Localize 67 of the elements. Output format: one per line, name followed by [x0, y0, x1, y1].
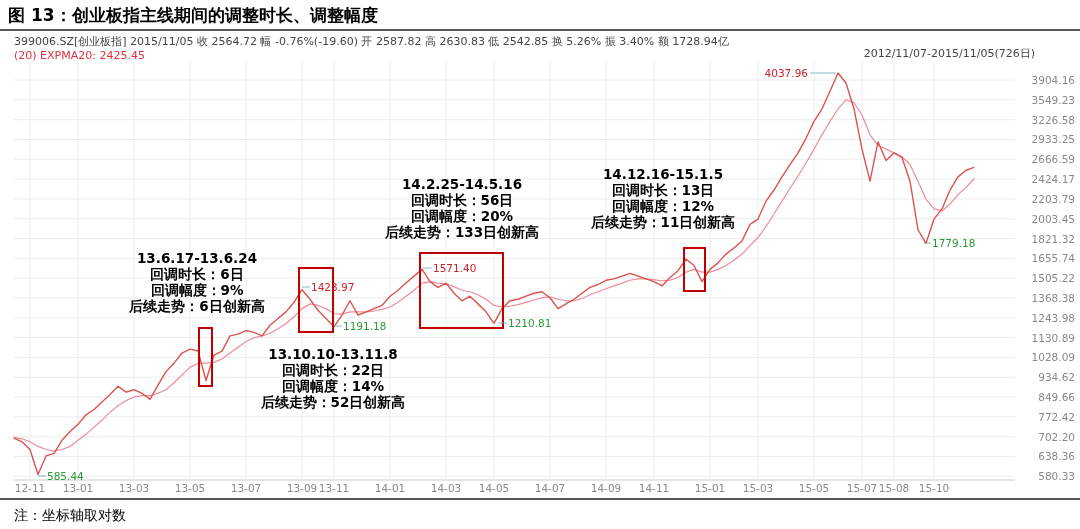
annotation: 回调时长：13日	[611, 182, 715, 198]
y-tick-label: 849.66	[1038, 391, 1076, 404]
annotation: 后续走势：6日创新高	[128, 298, 265, 314]
annotation: 回调幅度：14%	[281, 378, 385, 394]
x-tick-label: 15-10	[918, 482, 950, 494]
x-tick-label: 14-05	[478, 482, 510, 494]
x-tick-label: 14-03	[430, 482, 462, 494]
annotation: 1210.81	[508, 317, 552, 329]
text: 2012/11/07-2015/11/05(726日)	[863, 47, 1035, 60]
y-tick-label: 580.33	[1038, 470, 1075, 483]
annotation: 后续走势：52日创新高	[259, 394, 406, 410]
x-tick-label: 15-08	[878, 482, 910, 494]
annotation: 1571.40	[433, 262, 477, 274]
annotation: 14.12.16-15.1.5	[602, 166, 724, 182]
y-tick-label: 1505.22	[1031, 272, 1075, 285]
annotation: 后续走势：11日创新高	[589, 214, 736, 230]
annotation: 14.2.25-14.5.16	[401, 176, 523, 192]
annotation: 回调时长：22日	[281, 362, 385, 378]
y-tick-label: 1130.89	[1031, 331, 1075, 344]
x-tick-label: 15-01	[694, 482, 726, 494]
annotation: 回调时长：56日	[410, 192, 514, 208]
y-tick-label: 2203.79	[1031, 192, 1075, 205]
annotation: 回调幅度：12%	[611, 198, 715, 214]
chart-title: 图 13：创业板指主线期间的调整时长、调整幅度	[8, 5, 378, 25]
x-tick-label: 14-09	[590, 482, 622, 494]
x-tick-label: 13-11	[318, 482, 350, 494]
y-tick-label: 3904.16	[1031, 74, 1076, 87]
x-tick-label: 13-03	[118, 482, 150, 494]
annotation: 回调幅度：20%	[410, 208, 514, 224]
annotation: 4037.96	[764, 67, 809, 79]
x-tick-label: 14-07	[534, 482, 566, 494]
text: 注：坐标轴取对数	[14, 507, 126, 523]
x-tick-label: 15-07	[846, 482, 878, 494]
y-tick-label: 2424.17	[1031, 173, 1075, 186]
text: (20) EXPMA20: 2425.45	[14, 49, 145, 62]
y-tick-label: 1243.98	[1031, 311, 1075, 324]
y-tick-label: 1655.74	[1031, 252, 1076, 265]
x-tick-label: 13-01	[62, 482, 94, 494]
y-tick-label: 1368.38	[1031, 291, 1075, 304]
x-tick-label: 13-09	[286, 482, 318, 494]
annotation: 1191.18	[343, 320, 387, 332]
annotation: 1779.18	[932, 237, 976, 249]
x-tick-label: 15-03	[742, 482, 774, 494]
x-tick-label: 15-05	[798, 482, 830, 494]
x-tick-label: 14-01	[374, 482, 406, 494]
annotation: 后续走势：133日创新高	[383, 224, 540, 240]
x-tick-label: 14-11	[638, 482, 670, 494]
y-tick-label: 1028.09	[1031, 351, 1075, 364]
text: 399006.SZ[创业板指] 2015/11/05 收 2564.72 幅 -0.76%(-19.60) 开 2587.82 高 2630.83 低 2542.85 换 5.26% 振 3.40% 额 1728.94亿	[14, 35, 729, 48]
annotation: 回调幅度：9%	[150, 282, 244, 298]
x-tick-label: 13-07	[230, 482, 262, 494]
y-tick-label: 934.62	[1038, 371, 1075, 384]
annotation: 13.6.17-13.6.24	[136, 250, 258, 266]
y-tick-label: 772.42	[1038, 410, 1075, 423]
y-tick-label: 1821.32	[1031, 232, 1075, 245]
annotation: 585.44	[47, 470, 85, 482]
y-tick-label: 2933.25	[1031, 133, 1075, 146]
y-tick-label: 3226.58	[1031, 113, 1075, 126]
y-tick-label: 2666.59	[1031, 153, 1075, 166]
y-tick-label: 3549.23	[1031, 93, 1075, 106]
y-tick-label: 638.36	[1038, 450, 1076, 463]
annotation: 回调时长：6日	[150, 266, 244, 282]
x-tick-label: 12-11	[14, 482, 46, 494]
x-tick-label: 13-05	[174, 482, 206, 494]
y-tick-label: 702.20	[1038, 430, 1075, 443]
y-tick-label: 2003.45	[1031, 212, 1075, 225]
annotation: 13.10.10-13.11.8	[268, 346, 398, 362]
